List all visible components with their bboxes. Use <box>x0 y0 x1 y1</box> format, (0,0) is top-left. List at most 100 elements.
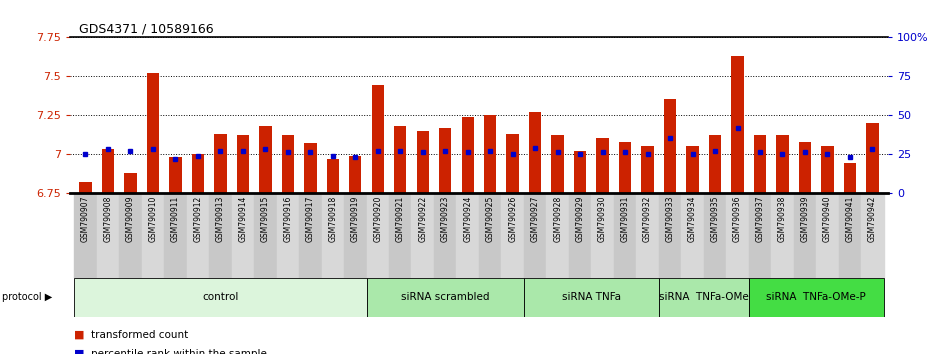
Bar <box>861 193 884 278</box>
Text: protocol ▶: protocol ▶ <box>2 292 52 302</box>
Text: GSM790935: GSM790935 <box>711 195 720 242</box>
Text: GSM790930: GSM790930 <box>598 195 607 242</box>
Bar <box>389 193 411 278</box>
Text: GSM790929: GSM790929 <box>576 195 585 242</box>
Bar <box>141 193 165 278</box>
Bar <box>618 142 631 193</box>
Bar <box>214 134 227 193</box>
Text: GSM790942: GSM790942 <box>868 195 877 242</box>
Text: GSM790912: GSM790912 <box>193 195 203 242</box>
Bar <box>326 159 339 193</box>
Bar <box>484 115 497 193</box>
Bar <box>79 182 92 193</box>
Text: GSM790933: GSM790933 <box>666 195 674 242</box>
Bar <box>501 193 524 278</box>
Text: GSM790928: GSM790928 <box>553 195 562 242</box>
Bar <box>322 193 344 278</box>
Bar <box>844 163 857 193</box>
Text: GSM790907: GSM790907 <box>81 195 90 242</box>
Bar <box>349 155 362 193</box>
Text: GSM790910: GSM790910 <box>149 195 157 242</box>
Text: GSM790937: GSM790937 <box>755 195 764 242</box>
Bar <box>479 193 501 278</box>
Bar <box>682 193 704 278</box>
Bar <box>569 193 591 278</box>
Bar <box>731 56 744 193</box>
Bar <box>551 135 564 193</box>
Bar <box>394 126 406 193</box>
Bar <box>636 193 658 278</box>
Bar <box>147 73 159 193</box>
Bar <box>304 143 316 193</box>
Bar <box>372 85 384 193</box>
Bar <box>411 193 434 278</box>
Text: GSM790917: GSM790917 <box>306 195 315 242</box>
Bar <box>614 193 636 278</box>
Bar <box>726 193 749 278</box>
Bar <box>664 99 676 193</box>
Bar <box>749 278 884 317</box>
Bar <box>417 131 429 193</box>
Bar <box>434 193 457 278</box>
Text: siRNA  TNFa-OMe: siRNA TNFa-OMe <box>659 292 749 302</box>
Bar <box>276 193 299 278</box>
Text: GSM790931: GSM790931 <box>620 195 630 242</box>
Text: GSM790909: GSM790909 <box>126 195 135 242</box>
Bar <box>232 193 254 278</box>
Text: GSM790913: GSM790913 <box>216 195 225 242</box>
Bar <box>642 146 654 193</box>
Text: GSM790934: GSM790934 <box>688 195 698 242</box>
Bar <box>169 157 181 193</box>
Bar <box>119 193 141 278</box>
Text: GSM790938: GSM790938 <box>778 195 787 242</box>
Text: ■: ■ <box>74 349 85 354</box>
Text: GSM790918: GSM790918 <box>328 195 338 242</box>
Bar <box>101 149 114 193</box>
Bar <box>237 135 249 193</box>
Bar <box>299 193 322 278</box>
Bar <box>793 193 817 278</box>
Bar <box>439 127 451 193</box>
Bar <box>74 278 366 317</box>
Bar <box>686 146 698 193</box>
Text: ■: ■ <box>74 330 85 339</box>
Bar <box>839 193 861 278</box>
Text: GDS4371 / 10589166: GDS4371 / 10589166 <box>79 22 214 35</box>
Bar <box>771 193 793 278</box>
Text: GSM790939: GSM790939 <box>801 195 809 242</box>
Text: GSM790940: GSM790940 <box>823 195 832 242</box>
Text: siRNA scrambled: siRNA scrambled <box>401 292 489 302</box>
Text: GSM790908: GSM790908 <box>103 195 113 242</box>
Bar <box>596 138 609 193</box>
Bar <box>658 193 682 278</box>
Bar <box>591 193 614 278</box>
Bar <box>709 135 721 193</box>
Bar <box>97 193 119 278</box>
Text: GSM790923: GSM790923 <box>441 195 450 242</box>
Bar <box>547 193 569 278</box>
Text: control: control <box>202 292 239 302</box>
Bar <box>254 193 276 278</box>
Text: GSM790936: GSM790936 <box>733 195 742 242</box>
Bar <box>507 134 519 193</box>
Text: transformed count: transformed count <box>91 330 189 339</box>
Bar <box>461 116 474 193</box>
Bar <box>259 126 272 193</box>
Text: GSM790919: GSM790919 <box>351 195 360 242</box>
Bar <box>817 193 839 278</box>
Bar <box>282 135 294 193</box>
Bar <box>524 278 658 317</box>
Bar <box>457 193 479 278</box>
Bar <box>524 193 547 278</box>
Text: GSM790927: GSM790927 <box>531 195 539 242</box>
Bar <box>74 193 97 278</box>
Bar <box>192 154 204 193</box>
Bar <box>799 142 811 193</box>
Bar <box>574 151 586 193</box>
Text: percentile rank within the sample: percentile rank within the sample <box>91 349 267 354</box>
Text: GSM790914: GSM790914 <box>238 195 247 242</box>
Bar <box>187 193 209 278</box>
Text: GSM790915: GSM790915 <box>260 195 270 242</box>
Text: GSM790925: GSM790925 <box>485 195 495 242</box>
Bar <box>125 173 137 193</box>
